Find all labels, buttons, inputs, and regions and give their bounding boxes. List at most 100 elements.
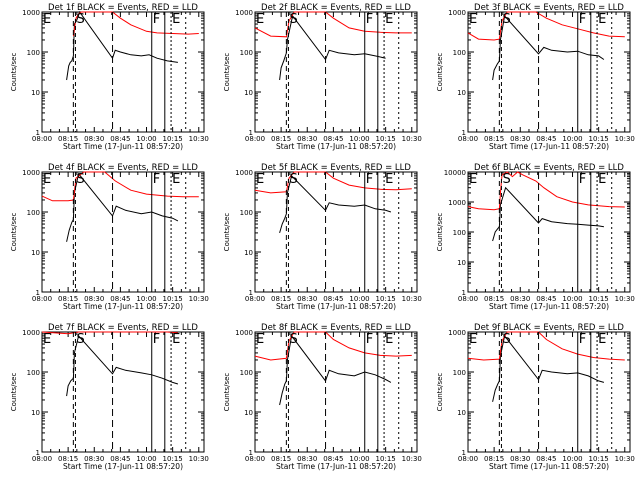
marker-e: E xyxy=(43,332,51,347)
y-tick-label: 1 xyxy=(462,289,466,297)
marker-e: E xyxy=(256,172,264,187)
y-tick-label: 1 xyxy=(249,129,253,137)
panel-det-2f: Det 2f BLACK = Events, RED = LLD 1 10 100 10… xyxy=(223,3,422,151)
y-axis-label: Counts/sec xyxy=(10,373,18,412)
x-tick-label: 10:15 xyxy=(589,135,609,143)
marker-s: S xyxy=(289,12,297,27)
plot-frame xyxy=(41,11,205,133)
x-axis-label: Start Time (17-Jun-11 08:57:20) xyxy=(276,302,396,311)
y-axis-label: Counts/sec xyxy=(223,53,231,92)
x-tick-label: 08:00 xyxy=(458,135,478,143)
x-tick-label: 08:15 xyxy=(271,135,291,143)
y-tick-label: 1000 xyxy=(22,9,40,17)
lld-series-line xyxy=(41,171,199,202)
x-tick-label: 08:15 xyxy=(484,295,504,303)
marker-f: F xyxy=(153,12,160,27)
marker-f: F xyxy=(153,332,160,347)
x-tick-label: 08:15 xyxy=(58,135,78,143)
y-tick-label: 100 xyxy=(27,49,40,57)
panel-det-4f: Det 4f BLACK = Events, RED = LLD 1 10 100 10… xyxy=(10,163,209,311)
x-tick-label: 08:00 xyxy=(245,455,265,463)
x-tick-label: 08:45 xyxy=(536,135,556,143)
y-tick-label: 1000 xyxy=(235,9,253,17)
marker-s: S xyxy=(76,172,84,187)
events-series-line xyxy=(66,10,178,81)
y-axis-label: Counts/sec xyxy=(10,213,18,252)
y-tick-label: 100 xyxy=(453,229,466,237)
x-tick-label: 10:00 xyxy=(349,295,369,303)
y-tick-label: 100 xyxy=(240,369,253,377)
x-tick-label: 10:15 xyxy=(376,135,396,143)
panel-title: Det 9f BLACK = Events, RED = LLD xyxy=(474,323,624,333)
marker-e: E xyxy=(172,12,180,27)
x-tick-label: 08:45 xyxy=(536,455,556,463)
marker-e: E xyxy=(385,172,393,187)
events-series-line xyxy=(492,334,605,402)
x-axis-label: Start Time (17-Jun-11 08:57:20) xyxy=(489,142,609,151)
marker-e: E xyxy=(43,12,51,27)
x-tick-label: 10:30 xyxy=(189,295,209,303)
y-axis-label: Counts/sec xyxy=(436,213,444,252)
x-tick-label: 08:30 xyxy=(510,295,530,303)
lld-series-line xyxy=(41,331,178,335)
x-tick-label: 08:30 xyxy=(297,455,317,463)
y-tick-label: 1000 xyxy=(22,329,40,337)
x-tick-label: 10:30 xyxy=(615,135,635,143)
panel-title: Det 6f BLACK = Events, RED = LLD xyxy=(474,163,624,173)
x-tick-label: 10:30 xyxy=(615,455,635,463)
x-tick-label: 08:30 xyxy=(84,455,104,463)
y-axis-label: Counts/sec xyxy=(436,373,444,412)
plot-frame xyxy=(467,11,631,133)
y-tick-label: 10 xyxy=(457,409,466,417)
events-series-line xyxy=(492,14,605,81)
x-tick-label: 08:15 xyxy=(58,295,78,303)
marker-f: F xyxy=(579,172,586,187)
lld-series-line xyxy=(467,11,625,41)
x-tick-label: 08:15 xyxy=(58,455,78,463)
panel-title: Det 7f BLACK = Events, RED = LLD xyxy=(48,323,198,333)
x-tick-label: 08:45 xyxy=(323,295,343,303)
plot-frame xyxy=(254,11,418,133)
marker-e: E xyxy=(256,332,264,347)
y-tick-label: 10 xyxy=(457,259,466,267)
events-series-line xyxy=(492,186,604,242)
panel-det-3f: Det 3f BLACK = Events, RED = LLD 1 10 100 10… xyxy=(436,3,635,151)
y-tick-label: 1000 xyxy=(235,169,253,177)
y-tick-label: 1 xyxy=(462,129,466,137)
panel-det-1f: Det 1f BLACK = Events, RED = LLD 1 10 100 10… xyxy=(10,3,209,151)
y-tick-label: 10 xyxy=(244,249,253,257)
y-tick-label: 10 xyxy=(244,89,253,97)
x-tick-label: 08:00 xyxy=(458,455,478,463)
x-tick-label: 08:45 xyxy=(323,455,343,463)
x-tick-label: 08:45 xyxy=(110,135,130,143)
y-tick-label: 10 xyxy=(31,249,40,257)
panel-title: Det 8f BLACK = Events, RED = LLD xyxy=(261,323,411,333)
y-tick-label: 10000 xyxy=(444,169,466,177)
lld-series-line xyxy=(254,11,412,38)
x-tick-label: 08:15 xyxy=(484,135,504,143)
marker-e: E xyxy=(172,332,180,347)
y-tick-label: 1000 xyxy=(448,329,466,337)
lld-series-line xyxy=(467,331,625,361)
marker-e: E xyxy=(385,332,393,347)
x-tick-label: 10:00 xyxy=(136,135,156,143)
marker-f: F xyxy=(366,172,373,187)
y-tick-label: 1 xyxy=(249,289,253,297)
x-tick-label: 08:15 xyxy=(271,295,291,303)
y-tick-label: 10 xyxy=(244,409,253,417)
marker-f: F xyxy=(579,12,586,27)
x-axis-label: Start Time (17-Jun-11 08:57:20) xyxy=(63,462,183,471)
events-series-line xyxy=(279,334,392,406)
marker-s: S xyxy=(502,12,510,27)
x-tick-label: 08:00 xyxy=(32,135,52,143)
x-tick-label: 08:45 xyxy=(110,295,130,303)
y-tick-label: 10 xyxy=(31,409,40,417)
y-tick-label: 100 xyxy=(27,369,40,377)
plot-frame xyxy=(41,171,205,293)
y-axis-label: Counts/sec xyxy=(436,53,444,92)
marker-e: E xyxy=(256,12,264,27)
x-tick-label: 10:15 xyxy=(589,455,609,463)
y-axis-label: Counts/sec xyxy=(10,53,18,92)
events-series-line xyxy=(66,334,179,397)
